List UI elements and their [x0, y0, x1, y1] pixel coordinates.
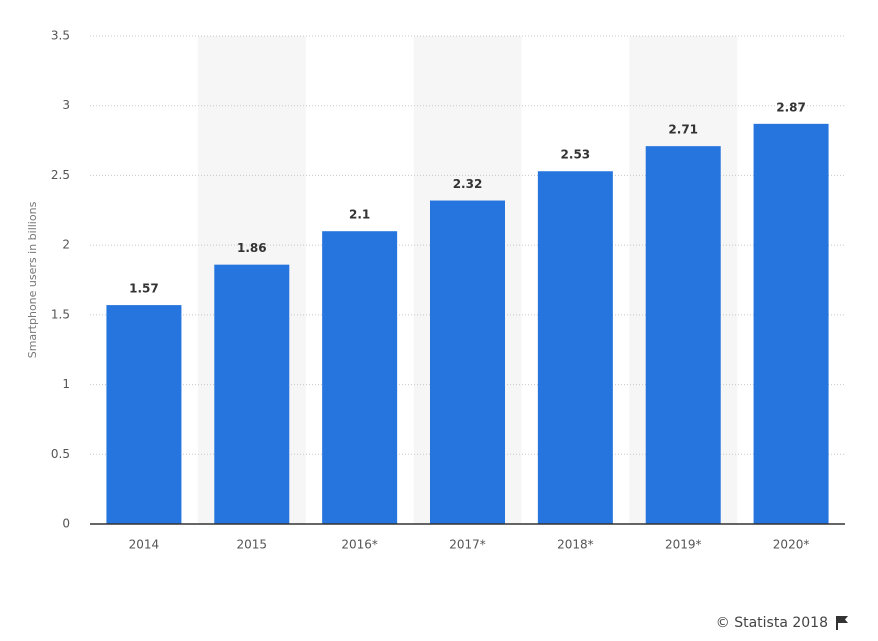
value-label: 2.1	[349, 208, 370, 222]
flag-icon	[836, 616, 848, 630]
x-tick-label: 2014	[129, 538, 160, 552]
value-label: 1.86	[237, 241, 267, 255]
bar	[106, 305, 182, 524]
y-tick-label: 0	[62, 517, 70, 531]
credit: © Statista 2018	[716, 615, 828, 631]
y-tick-label: 3.5	[51, 29, 70, 43]
x-tick-label: 2016*	[341, 538, 378, 552]
bar	[537, 171, 613, 524]
value-label: 2.87	[776, 100, 806, 114]
y-tick-label: 2	[62, 238, 70, 252]
bar	[645, 146, 721, 525]
x-tick-label: 2019*	[665, 538, 702, 552]
bar	[214, 264, 290, 524]
x-tick-label: 2015	[237, 538, 268, 552]
y-tick-label: 1.5	[51, 307, 70, 321]
value-label: 2.53	[561, 148, 591, 162]
value-label: 1.57	[129, 282, 159, 296]
bar	[753, 123, 829, 524]
y-tick-label: 0.5	[51, 447, 70, 461]
x-tick-label: 2018*	[557, 538, 594, 552]
y-tick-label: 3	[62, 98, 70, 112]
y-axis-label: Smartphone users in billions	[26, 201, 39, 358]
y-tick-label: 1	[62, 377, 70, 391]
value-label: 2.71	[668, 123, 698, 137]
bar	[322, 231, 398, 524]
x-tick-label: 2017*	[449, 538, 486, 552]
y-tick-label: 2.5	[51, 168, 70, 182]
bar	[430, 200, 505, 525]
value-label: 2.32	[453, 177, 483, 191]
x-tick-label: 2020*	[773, 538, 810, 552]
